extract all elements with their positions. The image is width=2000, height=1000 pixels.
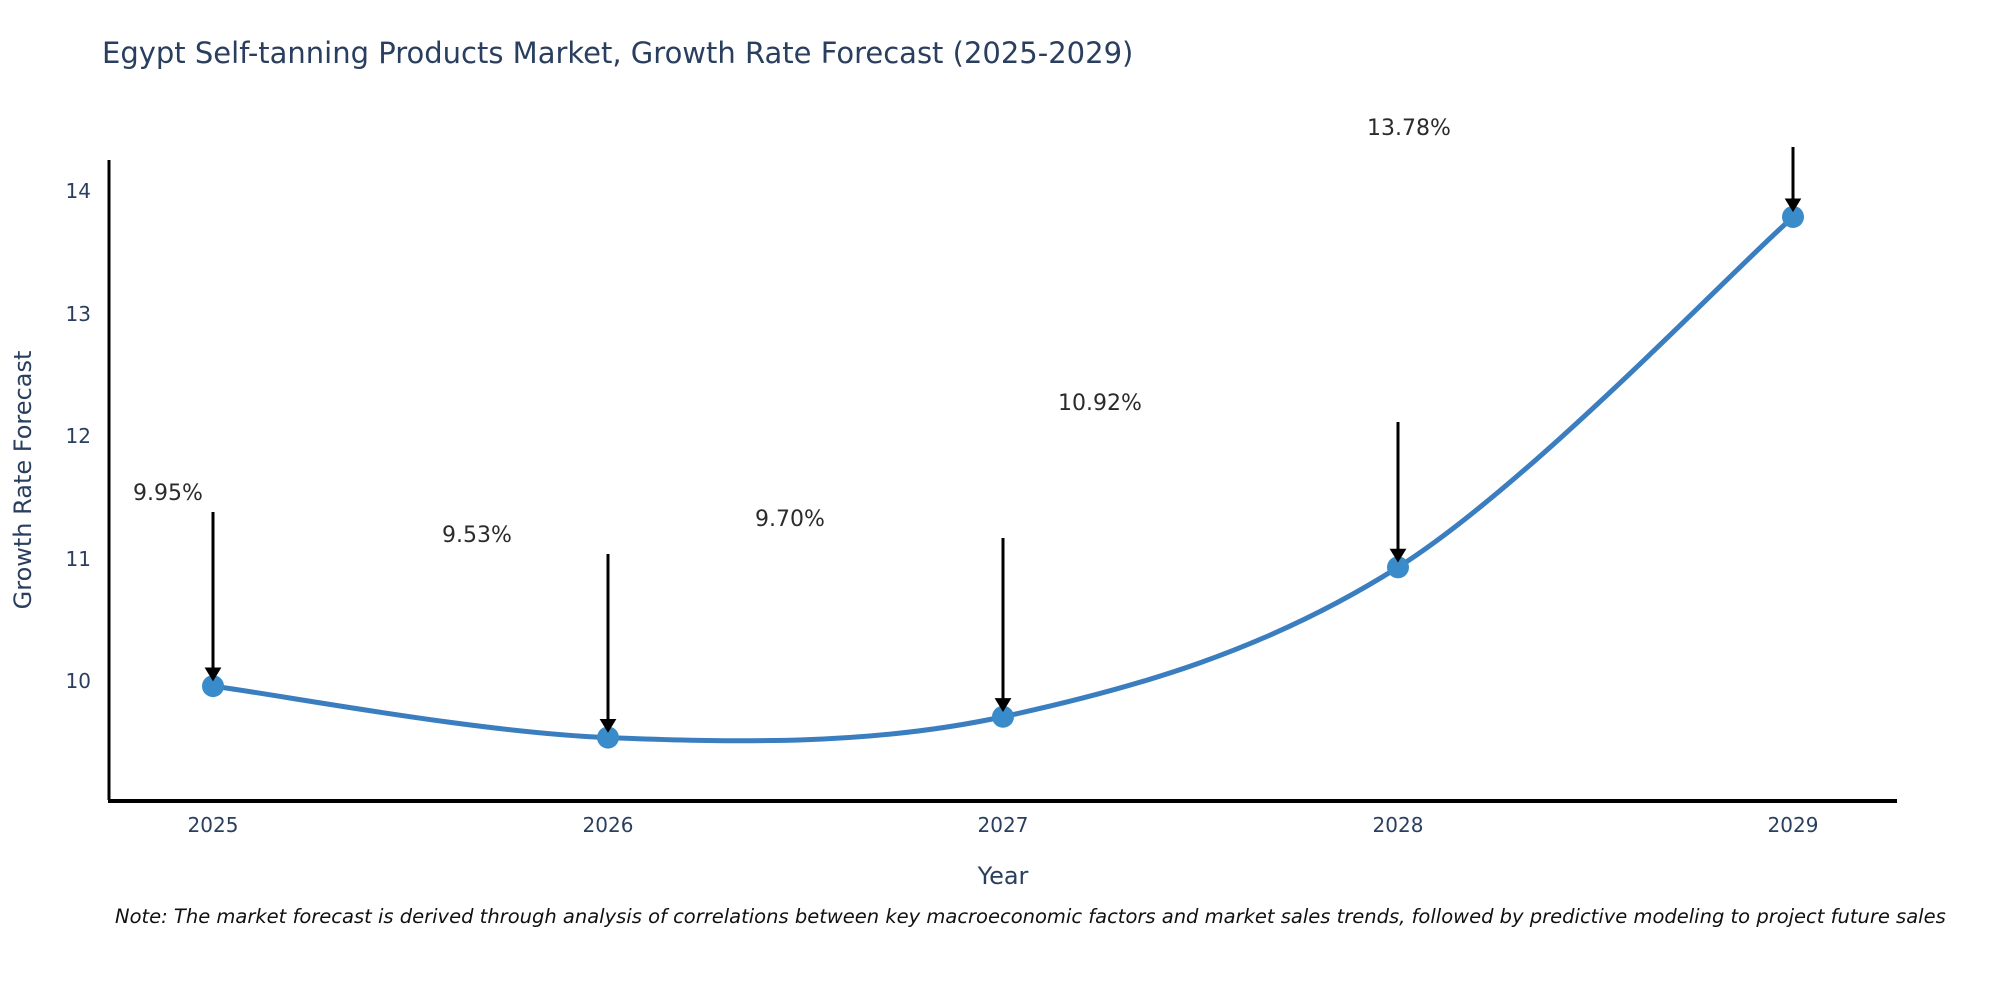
x-tick-label-2027: 2027 bbox=[978, 813, 1029, 837]
y-tick-label-14: 14 bbox=[66, 179, 91, 203]
data-point-marker bbox=[992, 705, 1014, 728]
x-tick-label-2026: 2026 bbox=[583, 813, 634, 837]
y-tick-label-13: 13 bbox=[66, 302, 91, 326]
y-tick-label-11: 11 bbox=[66, 547, 91, 571]
data-point-marker bbox=[597, 726, 619, 749]
point-label-2027: 9.70% bbox=[755, 507, 825, 532]
chart-title: Egypt Self-tanning Products Market, Grow… bbox=[102, 36, 1134, 70]
data-point-marker bbox=[1387, 556, 1409, 579]
x-axis-title: Year bbox=[977, 862, 1029, 890]
data-point-marker bbox=[1782, 205, 1804, 228]
x-tick-label-2025: 2025 bbox=[188, 813, 239, 837]
data-point-marker bbox=[202, 675, 224, 698]
y-axis-title: Growth Rate Forecast bbox=[9, 351, 37, 610]
point-label-2025: 9.95% bbox=[133, 481, 203, 506]
data-series-line bbox=[210, 214, 1796, 744]
x-tick-label-2029: 2029 bbox=[1768, 813, 1819, 837]
x-tick-label-2028: 2028 bbox=[1373, 813, 1424, 837]
point-label-2028: 10.92% bbox=[1058, 391, 1142, 416]
point-label-2029: 13.78% bbox=[1367, 116, 1451, 141]
annotation-arrows bbox=[204, 147, 1802, 733]
chart-footnote: Note: The market forecast is derived thr… bbox=[115, 905, 1946, 928]
point-label-2026: 9.53% bbox=[442, 523, 512, 548]
y-tick-label-12: 12 bbox=[66, 424, 91, 448]
y-tick-label-10: 10 bbox=[66, 669, 91, 693]
